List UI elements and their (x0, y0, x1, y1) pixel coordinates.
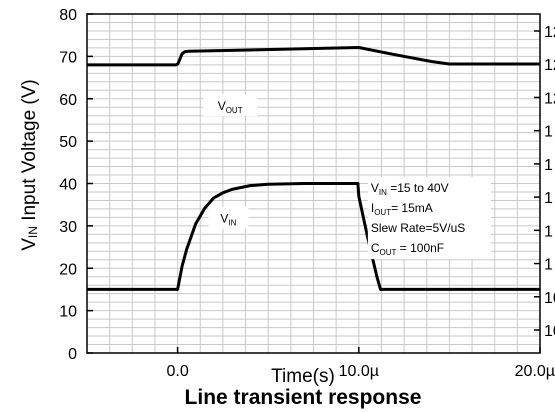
right-tick-label: 10 (544, 323, 555, 340)
right-tick-label: 12 (544, 90, 555, 107)
series-label-bg (203, 94, 258, 117)
y-axis-title: VIN Input Voltage (V) (19, 79, 40, 251)
right-tick-label: 1 (544, 190, 553, 207)
series-line-vin (87, 182, 540, 291)
y-tick-label: 30 (59, 219, 77, 236)
y-tick-label: 70 (59, 49, 77, 66)
annotation-line: VIN =15 to 40V (371, 181, 449, 197)
y-tick-label: 10 (59, 304, 77, 321)
y-tick-label: 0 (68, 346, 77, 363)
right-tick-label: 1 (544, 223, 553, 240)
y-tick-label: 60 (59, 92, 77, 109)
chart-title: Line transient response (185, 386, 422, 409)
y-axis-title-sub: IN (26, 226, 40, 238)
right-tick-label: 1 (544, 157, 553, 174)
series-label-vout: VOUT (218, 99, 243, 115)
y-axis-title-main: V (19, 238, 40, 251)
in-plot-labels: VOUT VIN (203, 94, 258, 229)
right-tick-label: 12 (544, 57, 555, 74)
axis-ticks: 0 10 20 30 40 50 60 70 80 0.0 10.0µ 20.0µ 12 12 12 1 1 1 1… (59, 7, 555, 380)
x-axis-title: Time(s) (271, 366, 335, 387)
series-line-vout (87, 46, 540, 67)
annotation-line: COUT = 100nF (371, 241, 444, 257)
annotation-bg (367, 177, 491, 260)
right-tick-label: 10 (544, 290, 555, 307)
series-label-vin: VIN (220, 211, 236, 227)
annotation-box: VIN =15 to 40V IOUT= 15mA Slew Rate=5V/uS C… (367, 177, 491, 260)
right-tick-label: 12 (544, 24, 555, 41)
y-tick-label: 40 (59, 177, 77, 194)
y-tick-label: 50 (59, 134, 77, 151)
annotation-line: IOUT= 15mA (371, 201, 433, 217)
right-tick-label: 1 (544, 257, 553, 274)
series-label-bg (208, 206, 249, 229)
right-tick-label: 1 (544, 124, 553, 141)
series-group (87, 46, 540, 291)
y-axis-title-rest: Input Voltage (V) (19, 79, 40, 226)
x-tick-label: 20.0µ (515, 363, 555, 380)
y-tick-label: 80 (59, 7, 77, 24)
x-tick-label: 10.0µ (339, 363, 379, 380)
x-tick-label: 0.0 (166, 363, 188, 380)
annotation-line: Slew Rate=5V/uS (371, 221, 465, 235)
y-tick-label: 20 (59, 261, 77, 278)
